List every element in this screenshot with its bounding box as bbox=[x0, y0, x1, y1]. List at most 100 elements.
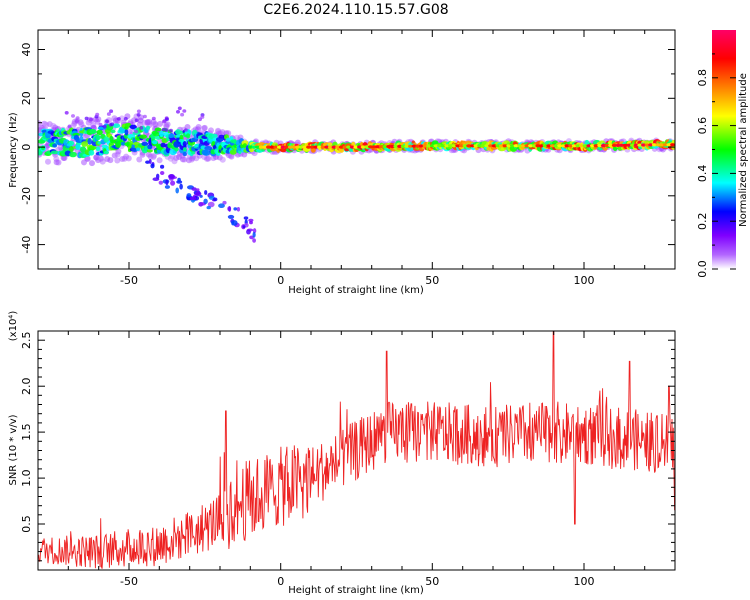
spectrogram-ticks: -50 0 50 100 -40 -20 0 20 40 bbox=[20, 30, 676, 287]
heatmap-cell bbox=[180, 112, 185, 117]
heatmap-cell bbox=[67, 124, 72, 129]
x-tick-label: -50 bbox=[120, 575, 138, 588]
heatmap-cell bbox=[448, 144, 453, 148]
snr-scale-label: (x10⁴) bbox=[8, 311, 19, 342]
heatmap-cell bbox=[626, 143, 632, 147]
heatmap-cell bbox=[382, 145, 388, 149]
heatmap-cell bbox=[233, 207, 238, 211]
heatmap-cell bbox=[204, 155, 210, 162]
heatmap-cell bbox=[651, 143, 657, 147]
heatmap-cell bbox=[64, 111, 69, 115]
heatmap-cell bbox=[52, 143, 58, 148]
heatmap-cell bbox=[81, 141, 89, 147]
heatmap-cell bbox=[228, 206, 232, 212]
heatmap-cell bbox=[207, 201, 215, 208]
heatmap-cell bbox=[227, 214, 235, 219]
heatmap-cell bbox=[617, 145, 623, 151]
heatmap-cell bbox=[124, 129, 129, 136]
heatmap-cell bbox=[637, 143, 643, 147]
heatmap-cell bbox=[338, 145, 344, 149]
heatmap-cell bbox=[426, 144, 432, 148]
heatmap-cell bbox=[429, 144, 435, 148]
heatmap-cell bbox=[103, 136, 110, 143]
heatmap-cell bbox=[266, 145, 271, 149]
heatmap-cell bbox=[386, 144, 392, 149]
colorbar-tick-label: 0.0 bbox=[696, 260, 709, 278]
heatmap-cell bbox=[125, 155, 132, 162]
heatmap-cell bbox=[206, 206, 211, 210]
heatmap-cell bbox=[248, 218, 254, 222]
heatmap-cell bbox=[136, 156, 143, 163]
heatmap-cell bbox=[662, 143, 668, 147]
heatmap-cell bbox=[186, 193, 192, 198]
heatmap-cell bbox=[571, 144, 577, 148]
page-title: C2E6.2024.110.15.57.G08 bbox=[263, 2, 448, 18]
heatmap-cell bbox=[243, 216, 249, 220]
heatmap-cell bbox=[451, 144, 457, 148]
heatmap-cell bbox=[560, 144, 566, 148]
snr-plot-area bbox=[38, 331, 675, 570]
heatmap-cell bbox=[666, 143, 672, 147]
heatmap-cell bbox=[120, 141, 126, 146]
heatmap-cell bbox=[513, 144, 519, 148]
heatmap-cell bbox=[557, 144, 563, 148]
heatmap-cell bbox=[136, 113, 141, 117]
snr-xlabel: Height of straight line (km) bbox=[288, 585, 424, 596]
heatmap-cell bbox=[45, 158, 51, 165]
heatmap-cell bbox=[622, 143, 628, 147]
heatmap-cell bbox=[611, 143, 617, 147]
heatmap-cell bbox=[408, 144, 413, 148]
heatmap-cell bbox=[535, 144, 541, 148]
heatmap-cell bbox=[95, 146, 101, 152]
heatmap-cell bbox=[99, 158, 106, 165]
heatmap-cell bbox=[134, 118, 139, 123]
x-tick-label: 100 bbox=[574, 274, 595, 287]
heatmap-cell bbox=[95, 135, 101, 141]
heatmap-cell bbox=[404, 144, 410, 148]
heatmap-cell bbox=[644, 143, 650, 147]
heatmap-cell bbox=[415, 144, 421, 148]
heatmap-cell bbox=[196, 188, 200, 192]
x-tick-label: 100 bbox=[574, 575, 595, 588]
heatmap-cell bbox=[586, 144, 592, 148]
heatmap-cell bbox=[181, 156, 188, 163]
heatmap-cell bbox=[411, 144, 417, 148]
heatmap-cell bbox=[198, 117, 202, 122]
heatmap-cell bbox=[69, 146, 74, 153]
heatmap-cell bbox=[375, 145, 381, 149]
heatmap-cell bbox=[327, 145, 333, 149]
heatmap-cell bbox=[164, 128, 169, 132]
heatmap-cell bbox=[148, 159, 152, 164]
heatmap-cell bbox=[141, 141, 149, 146]
colorbar: 0.0 0.2 0.4 0.6 0.8 Normalized spectral ampl… bbox=[696, 30, 749, 278]
heatmap-cell bbox=[393, 144, 399, 148]
heatmap-cell bbox=[619, 143, 625, 147]
heatmap-cell bbox=[225, 140, 232, 144]
heatmap-cell bbox=[123, 117, 128, 121]
heatmap-cell bbox=[542, 144, 548, 148]
heatmap-cell bbox=[169, 128, 173, 133]
heatmap-cell bbox=[139, 126, 144, 130]
spectrogram-ylabel: Frequency (Hz) bbox=[8, 112, 19, 188]
heatmap-cell bbox=[371, 145, 377, 149]
heatmap-cell bbox=[630, 143, 635, 147]
heatmap-cell bbox=[232, 220, 238, 226]
heatmap-cell bbox=[182, 141, 187, 147]
heatmap-cell bbox=[284, 145, 290, 149]
heatmap-cell bbox=[174, 147, 179, 152]
heatmap-cell bbox=[183, 128, 188, 132]
heatmap-cell bbox=[641, 143, 646, 147]
heatmap-cell bbox=[397, 144, 403, 148]
heatmap-cell bbox=[247, 145, 253, 149]
heatmap-cell bbox=[203, 198, 208, 204]
heatmap-cell bbox=[50, 150, 59, 155]
heatmap-cell bbox=[295, 145, 301, 149]
heatmap-cell bbox=[182, 152, 187, 156]
colorbar-gradient bbox=[712, 30, 736, 269]
y-tick-label: 0.5 bbox=[20, 515, 33, 533]
heatmap-cell bbox=[320, 145, 326, 149]
heatmap-cell bbox=[160, 164, 165, 169]
heatmap-cell bbox=[123, 133, 130, 139]
heatmap-cell bbox=[89, 129, 97, 135]
heatmap-cell bbox=[249, 220, 253, 225]
